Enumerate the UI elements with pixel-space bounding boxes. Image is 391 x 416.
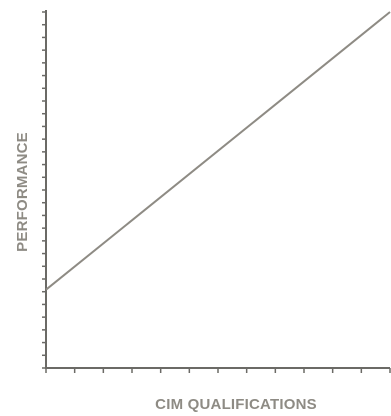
series-layer <box>45 11 391 291</box>
series-line <box>45 11 391 291</box>
x-axis-label: CIM QUALIFICATIONS <box>155 396 317 413</box>
y-axis-label: PERFORMANCE <box>14 132 31 252</box>
